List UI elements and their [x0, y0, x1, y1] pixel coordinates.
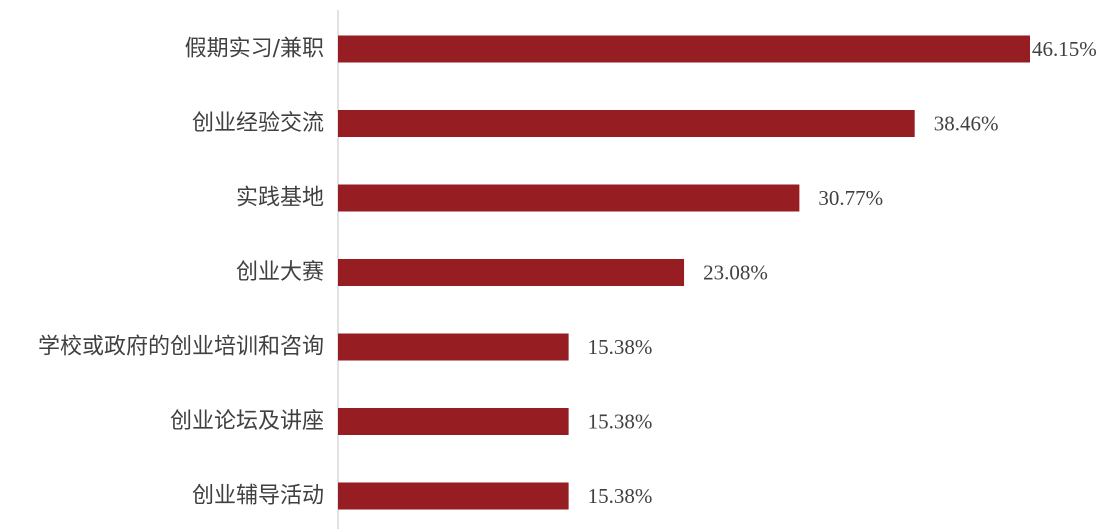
bar [338, 408, 569, 435]
data-label: 15.38% [588, 410, 653, 434]
data-label: 38.46% [934, 112, 999, 136]
category-label: 实践基地 [236, 186, 324, 211]
category-label: 创业大赛 [236, 260, 324, 285]
category-label: 创业辅导活动 [192, 484, 324, 509]
data-label: 15.38% [588, 484, 653, 508]
data-label: 46.15% [1032, 37, 1097, 61]
category-label: 学校或政府的创业培训和咨询 [38, 335, 324, 360]
bars [338, 35, 1030, 510]
category-label: 假期实习/兼职 [185, 37, 324, 62]
data-label: 23.08% [703, 261, 768, 285]
category-labels: 假期实习/兼职创业经验交流实践基地创业大赛学校或政府的创业培训和咨询创业论坛及讲… [38, 37, 324, 509]
bar [338, 110, 915, 137]
category-label: 创业论坛及讲座 [170, 409, 324, 434]
category-label: 创业经验交流 [192, 111, 324, 136]
data-label: 30.77% [818, 186, 883, 210]
bar [338, 35, 1030, 63]
data-label: 15.38% [588, 335, 653, 359]
bar [338, 333, 569, 361]
bar [338, 482, 569, 510]
value-labels: 46.15% 38.46% 30.77% 23.08% 15.38% 15.38% 15.3… [588, 37, 1097, 508]
bar [338, 184, 800, 212]
bar [338, 259, 685, 286]
